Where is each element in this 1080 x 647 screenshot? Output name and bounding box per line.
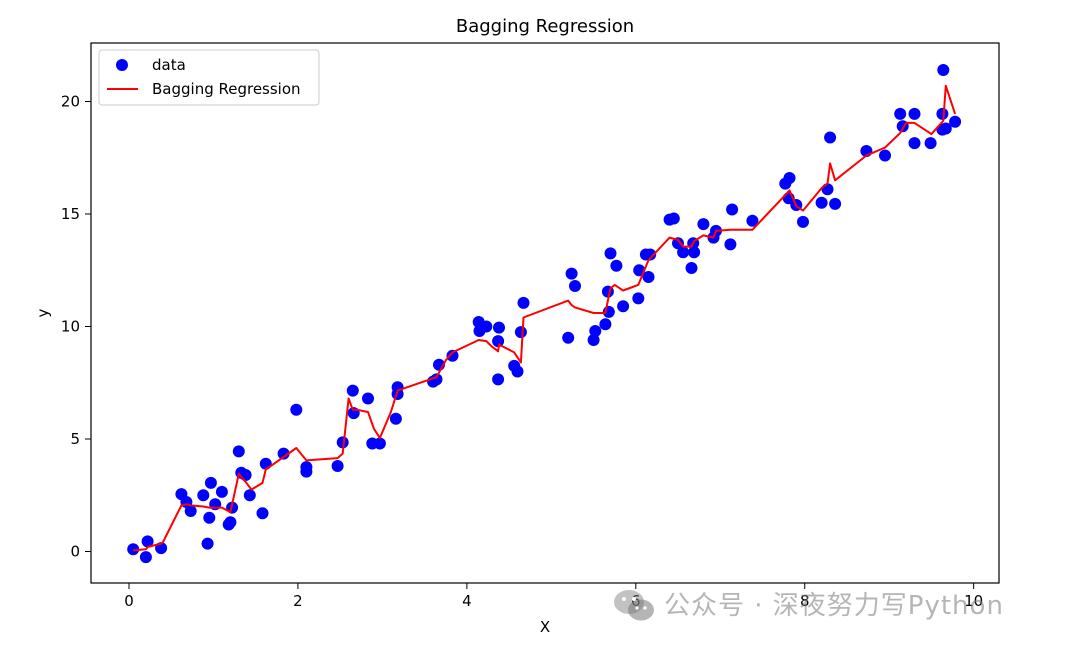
data-point (430, 373, 443, 386)
data-point (256, 507, 269, 520)
data-point (139, 551, 152, 564)
x-tick-label: 8 (800, 592, 810, 610)
data-point (204, 476, 217, 489)
data-point (511, 365, 524, 378)
data-point (203, 511, 216, 524)
y-tick-label: 15 (61, 205, 80, 223)
data-point (783, 172, 796, 184)
data-point (821, 183, 834, 196)
data-point (672, 237, 684, 250)
data-point (373, 437, 386, 450)
data-point (726, 203, 739, 216)
data-point (602, 305, 615, 318)
x-axis-label: X (540, 618, 550, 636)
data-point (389, 412, 402, 425)
data-point (562, 331, 575, 344)
data-point (815, 196, 828, 209)
legend-box (98, 49, 320, 106)
y-axis-label: y (34, 308, 52, 317)
x-tick-label: 10 (964, 592, 983, 610)
data-point (141, 535, 154, 548)
data-point (939, 122, 952, 135)
data-point (908, 107, 921, 120)
x-tick-label: 0 (124, 592, 134, 610)
data-point (224, 516, 237, 529)
data-point (184, 505, 197, 517)
data-point (569, 280, 581, 292)
data-point (565, 267, 578, 280)
data-point (492, 335, 505, 348)
data-point (617, 300, 630, 313)
data-point (239, 469, 252, 481)
legend-label-data: data (152, 56, 186, 74)
x-tick-label: 4 (462, 592, 472, 610)
data-point (824, 131, 837, 144)
legend: data Bagging Regression (98, 49, 320, 106)
data-point (688, 246, 701, 259)
y-tick-label: 0 (70, 543, 80, 561)
data-point (908, 137, 921, 150)
data-point (346, 384, 359, 397)
data-point (599, 318, 612, 331)
watermark-text: 公众号 · 深夜努力写Python (664, 591, 1004, 621)
data-point (879, 149, 891, 162)
data-point (290, 403, 303, 416)
data-point (667, 212, 680, 225)
wechat-logo-icon (614, 590, 654, 621)
legend-label-bagging: Bagging Regression (152, 80, 301, 98)
data-point (644, 248, 657, 261)
data-point (127, 543, 140, 556)
data-point (746, 214, 759, 227)
data-point (493, 321, 505, 334)
data-point (215, 485, 228, 498)
y-tick-label: 5 (70, 430, 80, 448)
data-point (514, 326, 527, 339)
data-point (894, 107, 907, 120)
x-tick-label: 2 (293, 592, 303, 610)
plot-frame (90, 42, 1000, 584)
data-point (937, 64, 950, 76)
data-point (685, 262, 698, 274)
plot-marks (127, 64, 962, 564)
data-point (924, 137, 937, 150)
data-point (300, 461, 313, 474)
data-point (446, 349, 459, 362)
legend-marker-data (116, 59, 128, 71)
data-point (724, 238, 737, 251)
bagging-regression-line (133, 84, 957, 552)
data-point (480, 320, 493, 333)
data-point (632, 292, 645, 305)
data-point (797, 215, 809, 228)
chart-title: Bagging Regression (456, 16, 634, 37)
data-point (589, 325, 602, 337)
data-point (331, 460, 344, 472)
data-point (829, 197, 842, 210)
data-point (201, 537, 214, 550)
data-point (949, 115, 962, 128)
data-point (197, 489, 210, 502)
data-point (336, 436, 349, 449)
data-point (362, 392, 374, 405)
y-tick-label: 20 (61, 93, 80, 111)
data-point (697, 218, 710, 231)
data-point (259, 457, 272, 470)
y-tick-label: 10 (61, 318, 80, 336)
y-axis-ticks: 0 5 10 15 20 (61, 93, 91, 561)
data-point (587, 334, 600, 346)
data-point (277, 447, 290, 460)
data-point (936, 107, 949, 120)
data-point (677, 246, 690, 259)
data-point (642, 271, 655, 283)
data-point (492, 373, 505, 386)
data-point (243, 489, 256, 502)
data-point (232, 445, 245, 458)
data-point (604, 247, 617, 260)
data-point (517, 296, 530, 309)
data-point (610, 259, 623, 272)
